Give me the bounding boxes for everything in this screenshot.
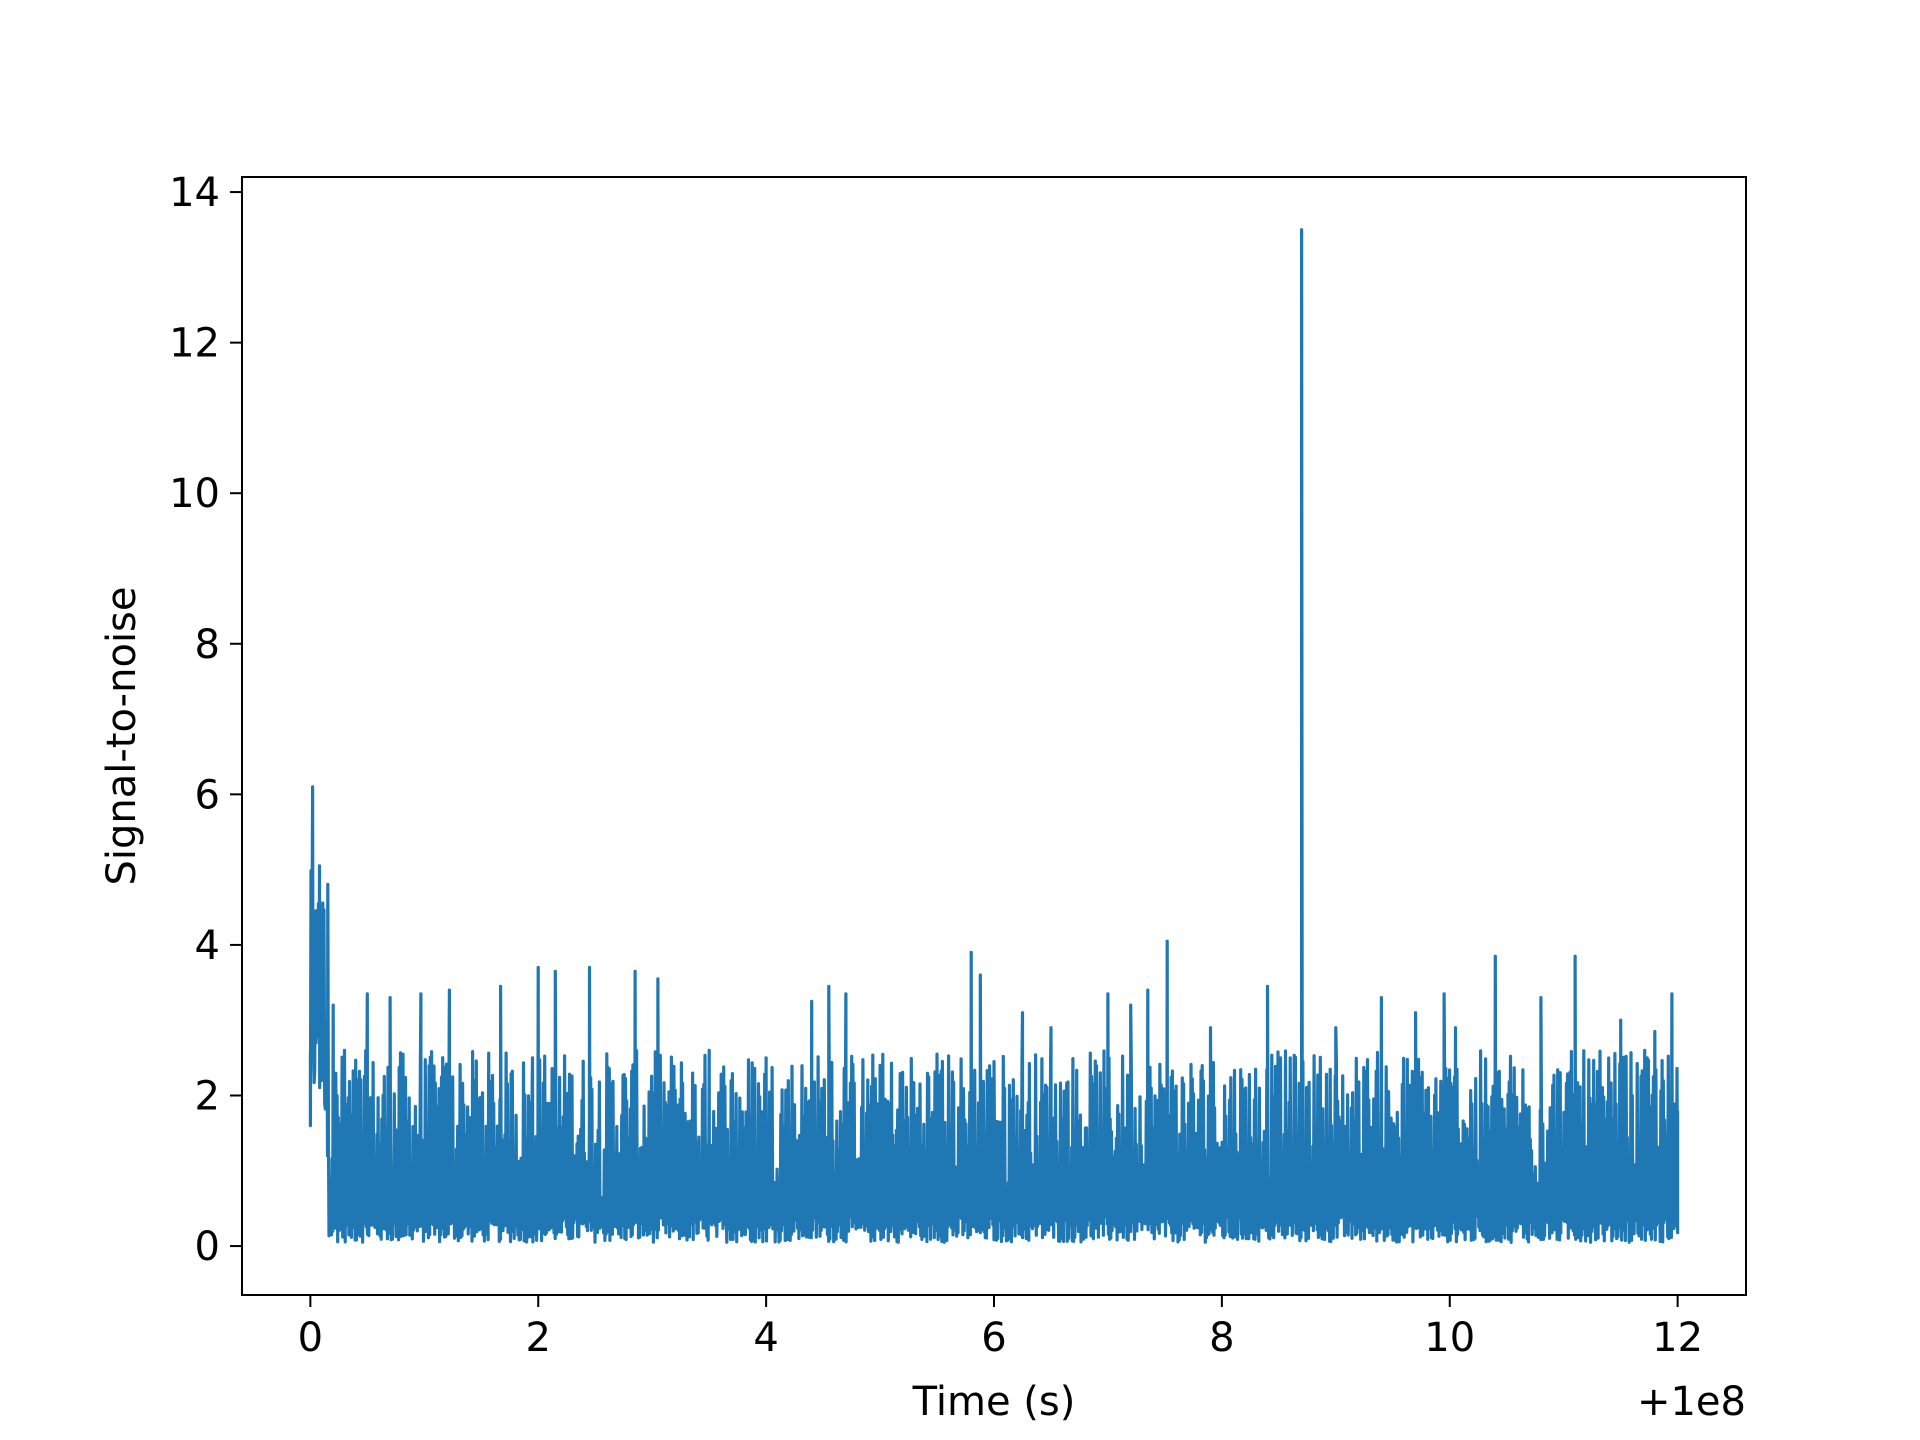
x-tick-label: 6 bbox=[981, 1315, 1006, 1361]
y-tick-label: 4 bbox=[195, 923, 220, 969]
x-tick-label: 8 bbox=[1209, 1315, 1234, 1361]
y-tick-label: 12 bbox=[169, 321, 220, 367]
x-axis-label: Time (s) bbox=[912, 1379, 1076, 1425]
y-axis-label: Signal-to-noise bbox=[99, 586, 145, 885]
y-tick-label: 2 bbox=[195, 1073, 220, 1119]
x-tick-label: 4 bbox=[753, 1315, 778, 1361]
series-line bbox=[308, 228, 1680, 1244]
y-tick-label: 8 bbox=[195, 622, 220, 668]
y-tick-label: 0 bbox=[195, 1224, 220, 1270]
x-offset-label: +1e8 bbox=[1637, 1379, 1746, 1425]
x-tick-label: 10 bbox=[1424, 1315, 1475, 1361]
plot-area bbox=[308, 228, 1680, 1244]
x-tick-label: 12 bbox=[1652, 1315, 1703, 1361]
y-axis: 0 2 4 6 8 10 12 14 bbox=[169, 170, 242, 1270]
y-tick-label: 6 bbox=[195, 772, 220, 818]
y-tick-label: 14 bbox=[169, 170, 220, 216]
x-axis: 0 2 4 6 8 10 12 bbox=[298, 1295, 1703, 1361]
x-tick-label: 2 bbox=[526, 1315, 551, 1361]
y-tick-label: 10 bbox=[169, 471, 220, 517]
x-tick-label: 0 bbox=[298, 1315, 323, 1361]
